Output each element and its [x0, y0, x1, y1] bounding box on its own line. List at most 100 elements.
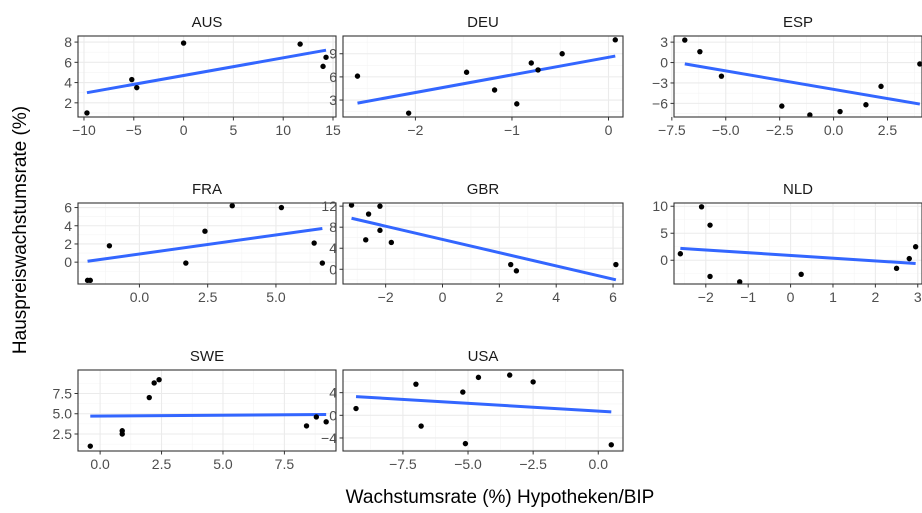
- data-point: [514, 101, 520, 107]
- x-tick-label: 0: [180, 122, 188, 138]
- y-tick-label: 6: [64, 54, 72, 70]
- y-tick-label: 2: [64, 236, 72, 252]
- data-point: [608, 442, 614, 448]
- data-point: [106, 243, 113, 249]
- panel-border: [77, 369, 337, 452]
- data-point: [682, 37, 688, 43]
- regression-line: [90, 413, 327, 418]
- facet-panel-nld: NLD −2 −1 0 1 2 3 0 5 10: [652, 181, 922, 305]
- data-point: [180, 40, 187, 46]
- y-tick-label: −6: [652, 95, 668, 111]
- data-layer: [677, 204, 919, 284]
- x-tick-label: 3: [914, 289, 922, 305]
- x-tick-label: 7.5: [275, 456, 295, 472]
- x-tick-label: −7.5: [658, 122, 686, 138]
- facet-title: AUS: [192, 14, 223, 31]
- data-point: [323, 54, 329, 60]
- y-tick-label: −3: [652, 75, 668, 91]
- x-tick-label: 10: [275, 122, 291, 138]
- x-tick-label: 2: [871, 289, 879, 305]
- x-tick-label: 2: [495, 289, 503, 305]
- x-tick-label: −10: [72, 122, 96, 138]
- x-tick-label: 5.0: [266, 289, 286, 305]
- data-point: [463, 69, 470, 75]
- x-tick-label: 0: [439, 289, 447, 305]
- y-tick-label: 2.5: [53, 426, 73, 442]
- data-layer: [348, 203, 619, 282]
- x-tick-label: −1: [740, 289, 756, 305]
- y-tick-label: 2: [64, 95, 72, 111]
- data-point: [718, 73, 725, 79]
- data-point: [677, 251, 684, 257]
- data-point: [84, 110, 90, 116]
- data-point: [388, 239, 395, 246]
- data-point: [613, 261, 619, 268]
- data-point: [779, 103, 785, 109]
- data-layer: [87, 377, 329, 449]
- data-point: [475, 374, 482, 381]
- y-tick-label: 4: [329, 385, 337, 401]
- data-point: [119, 428, 125, 434]
- x-tick-label: −5.0: [454, 456, 482, 472]
- y-tick-label: 4: [64, 218, 72, 234]
- y-tick-label: 3: [329, 92, 337, 108]
- y-tick-label: 5.0: [53, 406, 73, 422]
- data-point: [303, 423, 310, 429]
- regression-line: [87, 226, 323, 263]
- x-tick-label: 0.0: [90, 456, 110, 472]
- data-point: [697, 48, 703, 55]
- data-point: [183, 260, 189, 266]
- x-tick-label: −2.5: [766, 122, 794, 138]
- x-tick-label: 2.5: [198, 289, 218, 305]
- x-tick-label: −1: [504, 122, 520, 138]
- x-tick-label: −2.5: [519, 456, 547, 472]
- data-point: [612, 37, 618, 43]
- y-tick-label: 6: [329, 69, 337, 85]
- facet-panel-esp: ESP −7.5 −5.0 −2.5 0.0 2.5 −6 −3 0 3: [652, 14, 922, 138]
- x-tick-label: −5.0: [712, 122, 740, 138]
- x-tick-label: −2: [698, 289, 714, 305]
- data-point: [506, 372, 513, 378]
- data-point: [698, 204, 705, 210]
- y-tick-label: 4: [329, 240, 337, 256]
- data-point: [146, 394, 152, 401]
- x-tick-label: −2: [378, 289, 394, 305]
- x-tick-label: −2: [407, 122, 423, 138]
- facet-panel-aus: AUS −10 −5 0 5 10 15 2 4 6 8: [64, 14, 341, 138]
- data-point: [297, 41, 303, 47]
- data-point: [151, 380, 157, 386]
- y-tick-label: 4: [64, 75, 72, 91]
- x-tick-label: 0.0: [824, 122, 844, 138]
- facet-panel-usa: USA −7.5 −5.0 −2.5 0.0 −4 0 4: [321, 348, 624, 472]
- x-tick-label: 5.0: [213, 456, 233, 472]
- y-axis-title: Hauspreiswachstumsrate (%): [10, 106, 31, 354]
- facet-panel-deu: DEU −2 −1 0 3 6 9: [329, 14, 624, 138]
- facet-panel-fra: FRA 0.0 2.5 5.0 0 2 4 6: [64, 181, 337, 305]
- regression-line: [357, 54, 616, 105]
- data-point: [878, 83, 884, 90]
- facet-panel-swe: SWE 0.0 2.5 5.0 7.5 2.5 5.0 7.5: [53, 348, 337, 472]
- data-point: [377, 227, 383, 234]
- panel-border: [342, 35, 624, 118]
- data-point: [798, 271, 804, 277]
- data-layer: [354, 37, 618, 116]
- data-point: [353, 405, 359, 412]
- data-point: [535, 67, 541, 73]
- facet-title: GBR: [467, 181, 500, 198]
- data-point: [707, 273, 713, 280]
- y-tick-label: 0: [660, 252, 668, 268]
- data-point: [354, 73, 361, 79]
- x-tick-label: 0: [787, 289, 795, 305]
- panel-border: [77, 35, 337, 118]
- y-tick-label: 5: [660, 225, 668, 241]
- y-tick-label: 0: [329, 407, 337, 423]
- x-tick-label: 2.5: [878, 122, 898, 138]
- data-point: [278, 204, 285, 211]
- y-tick-label: 9: [329, 46, 337, 62]
- data-point: [807, 112, 813, 117]
- data-point: [508, 261, 514, 268]
- y-tick-label: 8: [64, 34, 72, 50]
- data-layer: [84, 203, 326, 284]
- facet-title: SWE: [190, 348, 224, 365]
